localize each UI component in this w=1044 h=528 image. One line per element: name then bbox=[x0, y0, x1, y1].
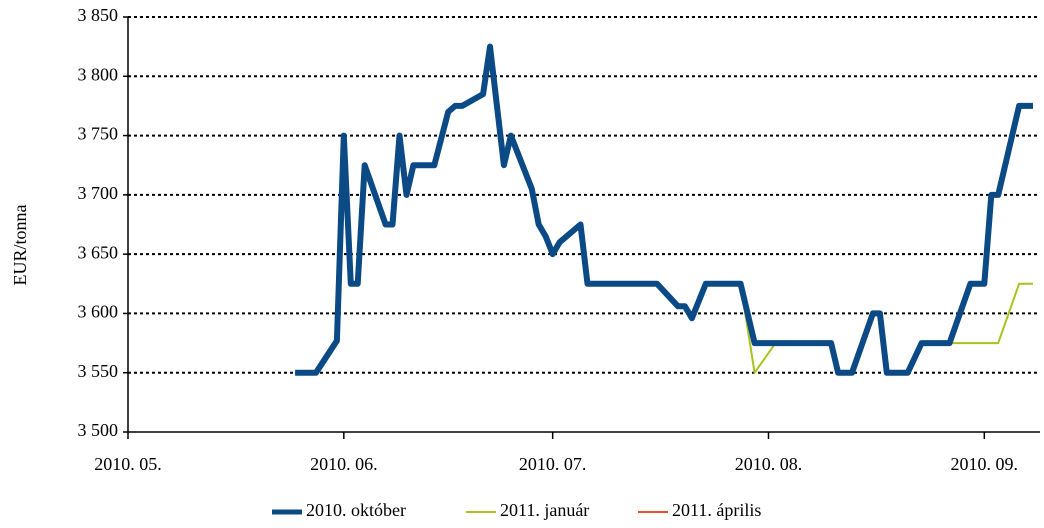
legend-label: 2010. október bbox=[306, 500, 406, 520]
y-tick-label: 3 700 bbox=[78, 183, 119, 203]
series-line bbox=[295, 43, 1033, 376]
series-line bbox=[295, 45, 1033, 374]
x-tick-label: 2010. 08. bbox=[735, 454, 803, 474]
y-tick-label: 3 500 bbox=[78, 420, 119, 440]
y-tick-label: 3 750 bbox=[78, 124, 119, 144]
x-tick-label: 2010. 05. bbox=[94, 454, 162, 474]
x-tick-label: 2010. 09. bbox=[951, 454, 1019, 474]
legend-label: 2011. január bbox=[500, 500, 589, 520]
y-tick-label: 3 800 bbox=[78, 64, 119, 84]
series-line bbox=[295, 45, 1033, 374]
x-tick-label: 2010. 07. bbox=[519, 454, 587, 474]
legend-label: 2011. április bbox=[672, 500, 761, 520]
x-tick-label: 2010. 06. bbox=[310, 454, 378, 474]
y-tick-label: 3 650 bbox=[78, 242, 119, 262]
y-tick-label: 3 850 bbox=[78, 5, 119, 25]
y-tick-label: 3 600 bbox=[78, 302, 119, 322]
y-axis-label: EUR/tonna bbox=[10, 204, 30, 285]
y-tick-label: 3 550 bbox=[78, 361, 119, 381]
